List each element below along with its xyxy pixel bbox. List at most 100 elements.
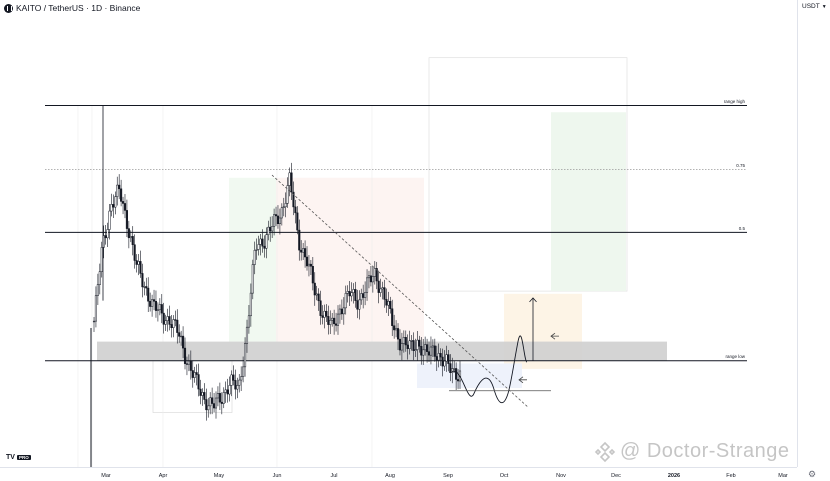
candle-body	[398, 338, 402, 351]
candle-body	[321, 315, 324, 318]
candle-body	[274, 214, 278, 217]
candle-body	[307, 263, 311, 267]
candle-body	[160, 304, 163, 314]
candle-body	[416, 339, 419, 350]
level-05-label: 0.5	[739, 226, 746, 231]
gear-icon[interactable]: ⚙	[808, 469, 817, 479]
candle-body	[427, 351, 431, 356]
candle-body	[243, 343, 247, 368]
candle-body	[408, 340, 411, 349]
candle-body	[437, 353, 440, 361]
candle-body	[201, 392, 204, 396]
candle-body	[278, 217, 281, 224]
candle-body	[149, 300, 152, 307]
candle-body	[236, 385, 239, 390]
candle-body	[253, 250, 256, 265]
pro-badge: PRO	[16, 455, 31, 460]
candle-body	[166, 316, 169, 321]
time-tick-label: Jun	[273, 473, 282, 479]
candle-body	[226, 389, 229, 395]
candle-body	[309, 263, 312, 267]
candle-body	[439, 353, 442, 358]
candle-body	[265, 234, 268, 249]
range-low-label: range low	[725, 354, 745, 359]
candle-body	[348, 291, 351, 297]
candle-body	[131, 236, 134, 245]
candle-body	[315, 293, 318, 296]
candle-body	[329, 319, 332, 325]
candle-body	[269, 226, 272, 232]
chevron-down-icon: ▼	[821, 3, 827, 10]
candle-body	[110, 204, 113, 212]
candle-body	[170, 324, 173, 328]
target-box	[428, 57, 628, 292]
watermark-text: @ Doctor-Strange	[620, 440, 790, 462]
candle-body	[284, 203, 287, 208]
candle-body	[402, 337, 405, 344]
candle-body	[323, 310, 326, 318]
green-zone	[229, 177, 276, 342]
symbol-title[interactable]: KAITO / TetherUS · 1D · Binance	[4, 2, 140, 14]
candle-body	[429, 346, 433, 356]
candle-body	[197, 374, 200, 390]
time-tick-label: May	[214, 473, 225, 479]
candle-body	[414, 349, 417, 351]
candle-body	[331, 317, 334, 321]
candle-body	[216, 393, 219, 399]
candle-body	[147, 287, 150, 302]
candle-body	[180, 335, 183, 338]
time-tick-label: Mar	[101, 473, 111, 479]
candle-body	[112, 204, 115, 208]
candle-body	[145, 286, 148, 289]
candle-body	[261, 238, 264, 247]
candle-body	[164, 320, 167, 325]
candle-body	[435, 356, 438, 361]
candle-body	[290, 172, 293, 193]
time-axis[interactable]	[0, 467, 797, 481]
candle-body	[311, 266, 314, 284]
candle-body	[400, 343, 403, 351]
candle-body	[127, 228, 130, 239]
candle-body	[362, 293, 365, 298]
candle-body	[158, 304, 161, 311]
candle-body	[174, 319, 177, 321]
time-tick-label: Apr	[159, 473, 168, 479]
candle-body	[218, 393, 221, 403]
candle-body	[104, 235, 107, 239]
candle-body	[191, 370, 194, 378]
candle-body	[263, 245, 266, 249]
tradingview-logo[interactable]: TV PRO	[6, 454, 31, 461]
candle-body	[92, 320, 96, 323]
price-axis[interactable]	[797, 0, 830, 467]
candle-body	[451, 368, 454, 373]
candle-body	[426, 344, 429, 352]
projection-path	[451, 335, 528, 404]
candle-body	[424, 344, 427, 351]
candle-body	[300, 249, 303, 253]
candle-body	[373, 268, 376, 277]
candle-body	[240, 376, 243, 381]
candle-body	[455, 368, 458, 380]
currency-selector[interactable]: USDT ▼	[802, 3, 827, 10]
tradingview-logo-text: TV	[6, 454, 15, 461]
candle-body	[271, 226, 274, 232]
candle-body	[242, 366, 245, 377]
candle-body	[406, 344, 409, 349]
candle-body	[352, 289, 355, 293]
candle-body	[199, 388, 202, 396]
binance-logo-icon	[594, 441, 616, 462]
candle-body	[116, 184, 119, 197]
time-tick-label: Sep	[443, 473, 453, 479]
candle-body	[383, 287, 386, 300]
candle-body	[94, 295, 97, 322]
candle-body	[338, 308, 341, 315]
candle-body	[108, 210, 111, 230]
candle-body	[232, 374, 235, 381]
time-tick-label: Mar	[778, 473, 788, 479]
candle-body	[393, 325, 396, 331]
candle-body	[422, 349, 425, 356]
candle-body	[137, 261, 140, 265]
candle-body	[234, 380, 237, 390]
candle-body	[230, 374, 233, 386]
